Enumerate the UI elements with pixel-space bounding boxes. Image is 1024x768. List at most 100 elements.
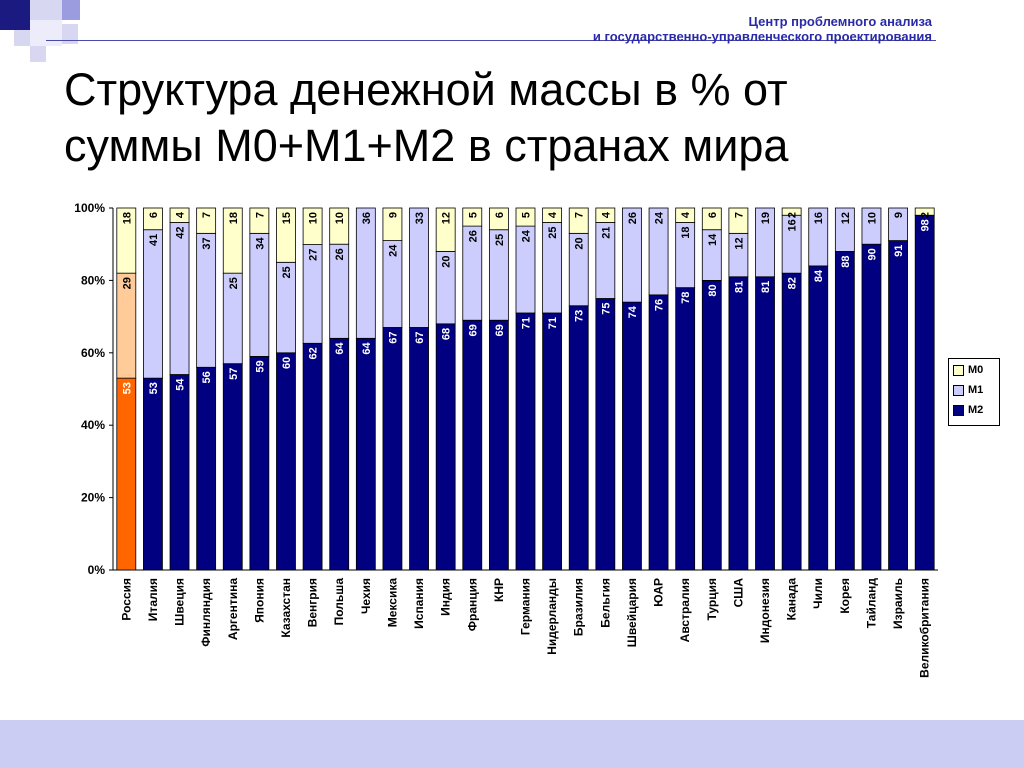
bar-m2 (701, 279, 722, 571)
bar-value-label: 67 (414, 331, 426, 343)
bar-value-label: 18 (228, 212, 240, 224)
bar-value-label: 10 (334, 212, 346, 224)
bar-value-label: 21 (600, 226, 612, 238)
bar-m2 (728, 276, 749, 571)
title-line-1: Структура денежной массы в % от (64, 64, 788, 115)
y-tick-label: 80% (81, 273, 105, 287)
bar-value-label: 24 (387, 244, 399, 257)
bar-m1 (622, 207, 642, 303)
footer-band (0, 720, 1024, 768)
bar-m2 (409, 327, 429, 571)
bar-m0 (196, 207, 217, 234)
bar-m2 (675, 287, 696, 571)
bar-m1 (355, 207, 376, 339)
bar-m2 (276, 352, 296, 571)
bar-value-label: 29 (121, 277, 133, 289)
bar-value-label: 2 (920, 212, 932, 218)
x-tick-label: Австралия (678, 578, 692, 642)
x-tick-label: Турция (705, 578, 719, 620)
bar-value-label: 10 (866, 212, 878, 224)
bar-value-label: 81 (733, 281, 745, 293)
bar-value-label: 14 (707, 233, 719, 246)
bar-value-label: 24 (654, 211, 666, 224)
bar-value-label: 5 (467, 212, 479, 218)
bar-m2 (781, 272, 802, 571)
bar-value-label: 26 (467, 230, 479, 242)
bar-m0 (728, 207, 749, 234)
x-tick-label: Япония (252, 578, 266, 623)
bar-value-label: 20 (441, 255, 453, 267)
bar-value-label: 53 (121, 382, 133, 394)
bar-m0 (435, 207, 456, 252)
bar-m2 (568, 305, 589, 571)
bar-m2 (249, 356, 270, 571)
legend-swatch-m0 (953, 364, 964, 376)
x-tick-label: Швейцария (625, 578, 639, 647)
bar-m0 (382, 207, 403, 241)
bar-m0 (222, 207, 243, 274)
bar-value-label: 78 (680, 292, 692, 304)
decor-square-6 (62, 24, 78, 44)
bar-m2 (515, 312, 536, 571)
bar-m1 (143, 229, 163, 379)
bar-value-label: 33 (414, 212, 426, 224)
bar-value-label: 19 (760, 212, 772, 224)
x-tick-label: Россия (119, 578, 133, 621)
bar-value-label: 25 (228, 277, 240, 289)
x-tick-label: Франция (465, 578, 479, 631)
y-tick-label: 20% (81, 491, 105, 505)
bar-value-label: 68 (441, 328, 453, 340)
decor-square-3 (62, 0, 80, 20)
bar-value-label: 18 (121, 212, 133, 224)
header-line-1: Центр проблемного анализа (748, 14, 932, 29)
bar-m0 (914, 207, 935, 216)
decor-line (46, 40, 936, 41)
bar-value-label: 12 (733, 237, 745, 249)
legend-item-m0: M0 (953, 363, 983, 377)
bar-value-label: 34 (254, 236, 266, 249)
bar-value-label: 88 (840, 255, 852, 267)
bar-value-label: 59 (254, 360, 266, 372)
x-tick-label: США (731, 578, 745, 608)
bar-value-label: 12 (840, 212, 852, 224)
bar-value-label: 9 (893, 212, 905, 218)
bar-value-label: 56 (201, 371, 213, 383)
bar-value-label: 67 (387, 331, 399, 343)
decor-square-4 (14, 30, 30, 46)
bar-m2 (222, 363, 243, 571)
bar-m2 (648, 294, 669, 571)
y-tick-label: 60% (81, 346, 105, 360)
bar-m1 (755, 207, 775, 278)
bar-value-label: 4 (175, 211, 187, 218)
legend-swatch-m2 (953, 404, 964, 416)
bar-m1 (196, 232, 217, 368)
bar-value-label: 26 (627, 212, 639, 224)
x-tick-label: Германия (519, 578, 533, 635)
bar-value-label: 80 (707, 284, 719, 296)
page-title: Структура денежной массы в % от суммы M0… (64, 62, 964, 174)
x-tick-label: Венгрия (306, 578, 320, 627)
bar-value-label: 6 (494, 212, 506, 218)
x-tick-label: Канада (785, 578, 799, 621)
bar-value-label: 74 (627, 305, 639, 318)
bar-value-label: 53 (148, 382, 160, 394)
x-tick-label: КНР (492, 578, 506, 602)
bar-m0 (276, 207, 296, 263)
bar-value-label: 15 (281, 212, 293, 224)
bar-value-label: 25 (281, 266, 293, 278)
bar-m2 (861, 243, 882, 571)
bar-m1 (861, 207, 882, 245)
bar-value-label: 7 (201, 212, 213, 218)
bar-m2 (808, 265, 829, 571)
header-line-2: и государственно-управленческого проекти… (592, 29, 932, 44)
x-tick-label: Корея (838, 578, 852, 614)
x-tick-label: Индонезия (758, 578, 772, 643)
bar-value-label: 71 (521, 317, 533, 329)
x-tick-label: Чехия (359, 578, 373, 614)
x-tick-label: Нидерланды (545, 578, 559, 655)
bar-value-label: 75 (600, 303, 612, 315)
bar-m0 (781, 207, 802, 216)
bar-m1 (648, 207, 669, 296)
x-tick-label: Бельгия (598, 578, 612, 628)
